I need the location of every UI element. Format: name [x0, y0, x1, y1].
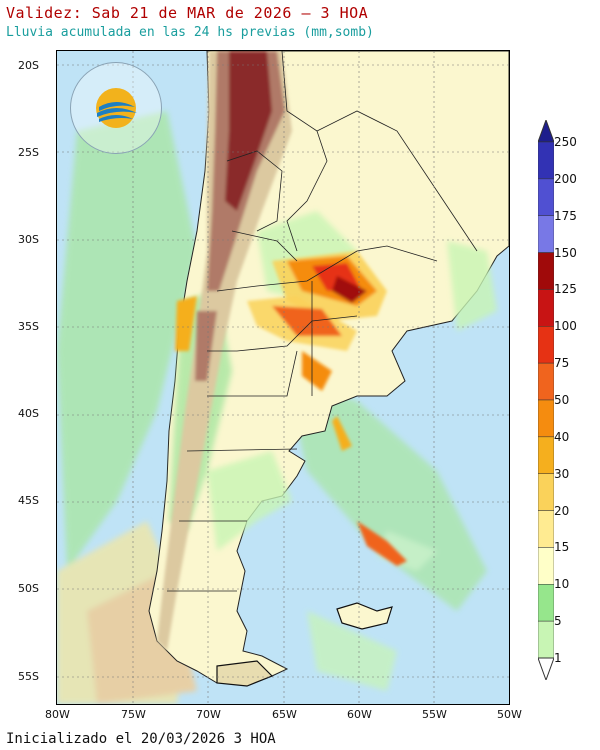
colorbar	[538, 120, 554, 680]
colorbar-label: 150	[554, 245, 577, 260]
andes-relief	[157, 51, 292, 651]
colorbar-segment	[538, 510, 554, 548]
lat-label-30s: 30S	[18, 233, 39, 246]
colorbar-segment	[538, 215, 554, 253]
colorbar-segment	[538, 362, 554, 401]
colorbar-segment	[538, 326, 554, 364]
smn-logo-emblem	[96, 88, 137, 128]
colorbar-segment	[538, 289, 554, 327]
graticule	[57, 51, 509, 704]
colorbar-top-arrow	[538, 120, 554, 143]
lat-label-45s: 45S	[18, 494, 39, 507]
lon-label-75w: 75W	[121, 708, 146, 721]
colorbar-segment	[538, 473, 554, 511]
malvinas-islands	[336, 602, 393, 630]
political-borders	[167, 51, 478, 592]
colorbar-segment	[538, 547, 554, 585]
lon-label-65w: 65W	[272, 708, 297, 721]
colorbar-segment	[538, 252, 554, 290]
colorbar-segment	[538, 399, 554, 438]
lat-label-20s: 20S	[18, 59, 39, 72]
lat-label-50s: 50S	[18, 582, 39, 595]
lat-label-40s: 40S	[18, 407, 39, 420]
colorbar-segment	[538, 178, 554, 216]
colorbar-label: 30	[554, 466, 570, 481]
colorbar-label: 1	[554, 651, 562, 665]
colorbar-label: 50	[554, 393, 570, 407]
precipitation-map	[56, 50, 510, 705]
lat-label-55s: 55S	[18, 670, 39, 683]
colorbar-label: 200	[554, 171, 577, 186]
colorbar-segment	[538, 584, 554, 622]
lon-label-50w: 50W	[497, 708, 522, 721]
colorbar-label: 20	[554, 503, 570, 518]
colorbar-segment	[538, 436, 554, 474]
variable-subtitle: Lluvia acumulada en las 24 hs previas (m…	[6, 25, 374, 40]
colorbar-label: 250	[554, 135, 577, 149]
lat-label-25s: 25S	[18, 146, 39, 159]
validity-title: Validez: Sab 21 de MAR de 2026 — 3 HOA	[6, 4, 369, 22]
colorbar-label: 175	[554, 208, 577, 223]
colorbar-label: 75	[554, 356, 570, 371]
smn-logo	[70, 62, 162, 154]
lon-label-55w: 55W	[422, 708, 447, 721]
colorbar-label: 15	[554, 540, 570, 555]
init-footer: Inicializado el 20/03/2026 3 HOA	[6, 731, 276, 747]
tierra-del-fuego	[216, 660, 274, 687]
map-svg	[57, 51, 509, 704]
heavy-rain-swath	[175, 251, 407, 566]
colorbar-label: 100	[554, 319, 577, 334]
colorbar-label: 10	[554, 577, 570, 592]
lat-label-35s: 35S	[18, 320, 39, 333]
colorbar-svg	[538, 120, 554, 680]
colorbar-label: 40	[554, 429, 570, 444]
lon-label-60w: 60W	[347, 708, 372, 721]
colorbar-label: 125	[554, 282, 577, 297]
lon-label-70w: 70W	[196, 708, 221, 721]
colorbar-bottom-arrow	[538, 657, 554, 680]
colorbar-segment	[538, 141, 554, 180]
colorbar-label: 5	[554, 614, 562, 629]
colorbar-segment	[538, 620, 554, 659]
lon-label-80w: 80W	[45, 708, 70, 721]
